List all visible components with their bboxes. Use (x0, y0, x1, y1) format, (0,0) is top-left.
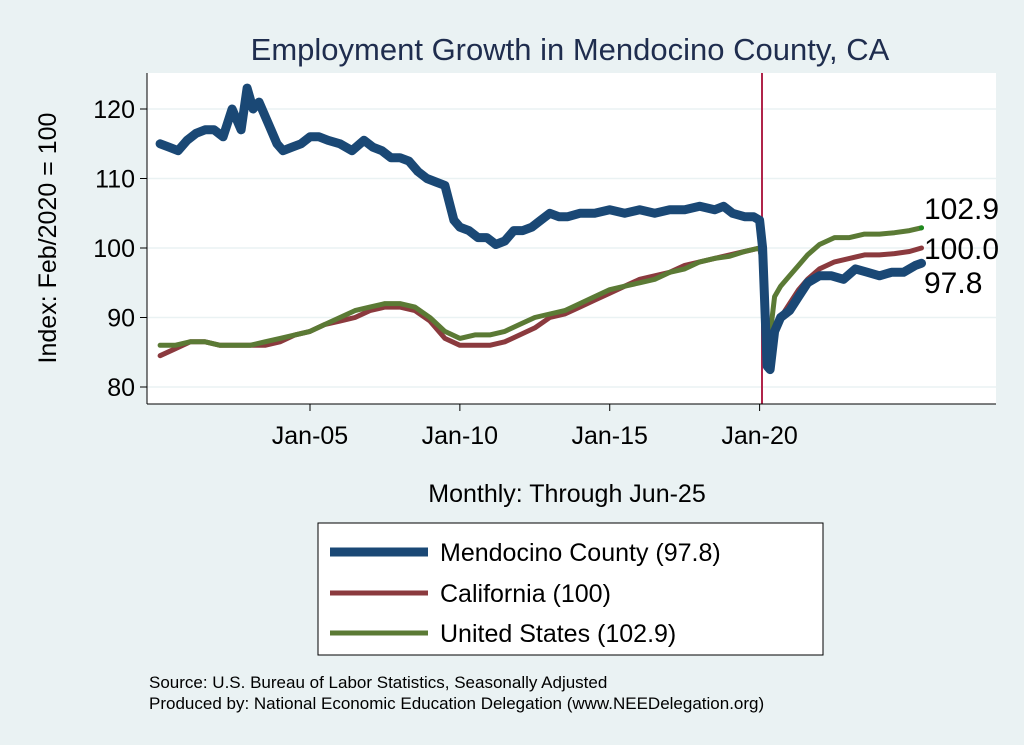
series-lines (155, 83, 926, 375)
source-line-2: Produced by: National Economic Education… (149, 694, 764, 713)
grid-lines (147, 108, 996, 388)
end-label-1: 100.0 (924, 233, 999, 266)
y-tick-label-100: 100 (93, 235, 135, 263)
x-tick-label-Jan-05: Jan-05 (272, 422, 348, 450)
y-tick-label-80: 80 (107, 374, 135, 402)
x-axis-label: Monthly: Through Jun-25 (428, 480, 705, 508)
series-line-2 (157, 225, 924, 355)
us-endpoint-marker (918, 225, 924, 231)
y-tick-label-90: 90 (107, 305, 135, 333)
y-axis-label: Index: Feb/2020 = 100 (34, 113, 62, 364)
end-label-0: 102.9 (924, 193, 999, 226)
end-labels: 102.9 100.097.8 (924, 193, 999, 300)
x-tick-label-Jan-20: Jan-20 (721, 422, 797, 450)
chart-title: Employment Growth in Mendocino County, C… (251, 32, 890, 67)
legend-label-2: United States (102.9) (440, 620, 676, 648)
legend-label-0: Mendocino County (97.8) (440, 539, 721, 567)
legend: Mendocino County (97.8) California (100) U… (317, 522, 824, 656)
y-tick-label-120: 120 (93, 96, 135, 124)
axes (146, 73, 996, 405)
legend-items: Mendocino County (97.8) California (100) U… (330, 539, 721, 648)
source-line-1: Source: U.S. Bureau of Labor Statistics,… (149, 673, 607, 692)
end-label-2: 97.8 (924, 267, 982, 300)
tick-labels: 80 90 100 110 120 Jan-05 Jan-10 Jan-15 Jan-20 (93, 96, 798, 450)
y-tick-label-110: 110 (95, 166, 135, 194)
series-line-0 (155, 83, 926, 375)
plot-area (147, 73, 996, 404)
x-tick-label-Jan-15: Jan-15 (572, 422, 648, 450)
legend-label-1: California (100) (440, 580, 611, 608)
x-tick-label-Jan-10: Jan-10 (422, 422, 498, 450)
